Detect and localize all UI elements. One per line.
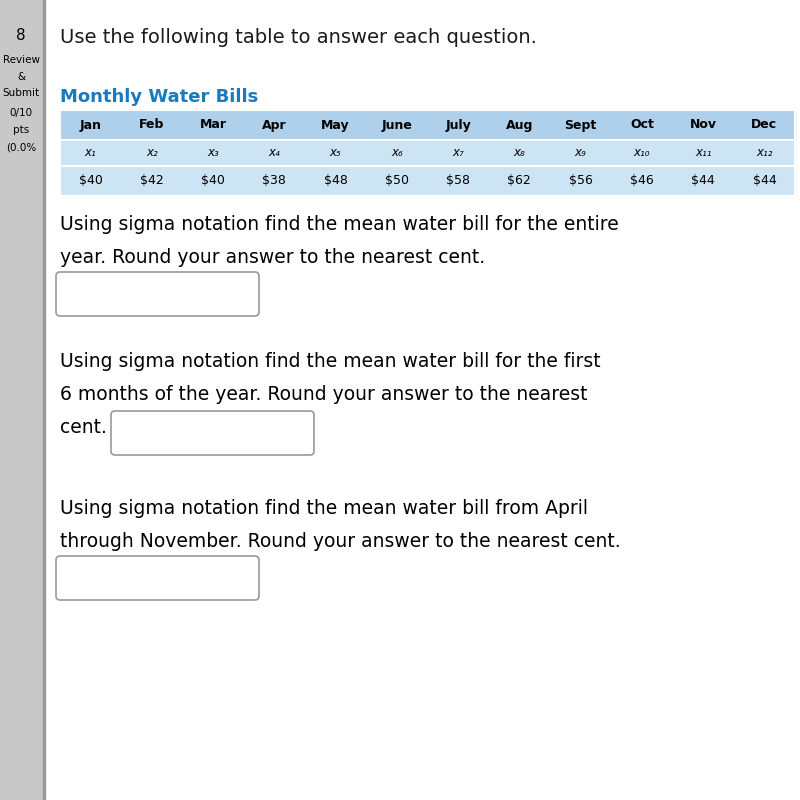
Text: (0.0%: (0.0%: [6, 142, 36, 152]
Text: $50: $50: [385, 174, 409, 187]
Bar: [60, 110, 795, 196]
Bar: [43, 0, 45, 800]
Text: Feb: Feb: [139, 118, 165, 131]
Text: x₂: x₂: [146, 146, 158, 159]
Text: x₄: x₄: [269, 146, 280, 159]
Bar: [0, 0, 43, 800]
Text: Nov: Nov: [690, 118, 717, 131]
Text: cent.: cent.: [60, 418, 107, 437]
Text: Using sigma notation find the mean water bill from April: Using sigma notation find the mean water…: [60, 499, 588, 518]
Text: x₁: x₁: [85, 146, 97, 159]
Text: Using sigma notation find the mean water bill for the first: Using sigma notation find the mean water…: [60, 352, 601, 371]
Text: Monthly Water Bills: Monthly Water Bills: [60, 88, 258, 106]
Text: x₃: x₃: [207, 146, 219, 159]
Text: x₆: x₆: [391, 146, 402, 159]
Text: $44: $44: [753, 174, 776, 187]
Bar: [60, 110, 795, 196]
Text: Use the following table to answer each question.: Use the following table to answer each q…: [60, 28, 537, 47]
Text: May: May: [322, 118, 350, 131]
Text: x₈: x₈: [514, 146, 526, 159]
FancyBboxPatch shape: [111, 411, 314, 455]
Text: $44: $44: [691, 174, 715, 187]
Text: $56: $56: [569, 174, 593, 187]
Text: $58: $58: [446, 174, 470, 187]
Text: x₁₁: x₁₁: [695, 146, 711, 159]
Text: Dec: Dec: [751, 118, 778, 131]
Text: June: June: [382, 118, 412, 131]
Text: Jan: Jan: [80, 118, 102, 131]
Text: x₁₂: x₁₂: [756, 146, 773, 159]
Text: $48: $48: [324, 174, 347, 187]
Text: Oct: Oct: [630, 118, 654, 131]
Text: x₇: x₇: [452, 146, 464, 159]
Text: &: &: [17, 72, 25, 82]
Text: 8: 8: [16, 28, 26, 43]
Text: 0/10: 0/10: [10, 108, 33, 118]
Text: Aug: Aug: [506, 118, 533, 131]
Text: Apr: Apr: [262, 118, 286, 131]
Text: Mar: Mar: [200, 118, 226, 131]
Bar: [60, 110, 795, 140]
Text: x₁₀: x₁₀: [634, 146, 650, 159]
Text: through November. Round your answer to the nearest cent.: through November. Round your answer to t…: [60, 532, 621, 551]
Text: Review: Review: [2, 55, 39, 65]
Text: Using sigma notation find the mean water bill for the entire: Using sigma notation find the mean water…: [60, 215, 618, 234]
Text: Submit: Submit: [2, 88, 39, 98]
FancyBboxPatch shape: [56, 272, 259, 316]
Text: $62: $62: [507, 174, 531, 187]
Text: 6 months of the year. Round your answer to the nearest: 6 months of the year. Round your answer …: [60, 385, 587, 404]
Text: $42: $42: [140, 174, 164, 187]
Text: pts: pts: [13, 125, 29, 135]
Text: x₅: x₅: [330, 146, 342, 159]
Text: $46: $46: [630, 174, 654, 187]
Text: $40: $40: [78, 174, 102, 187]
Text: $38: $38: [262, 174, 286, 187]
FancyBboxPatch shape: [56, 556, 259, 600]
Text: x₉: x₉: [574, 146, 586, 159]
Text: $40: $40: [201, 174, 225, 187]
Text: year. Round your answer to the nearest cent.: year. Round your answer to the nearest c…: [60, 248, 485, 267]
Text: Sept: Sept: [565, 118, 597, 131]
Text: July: July: [446, 118, 471, 131]
